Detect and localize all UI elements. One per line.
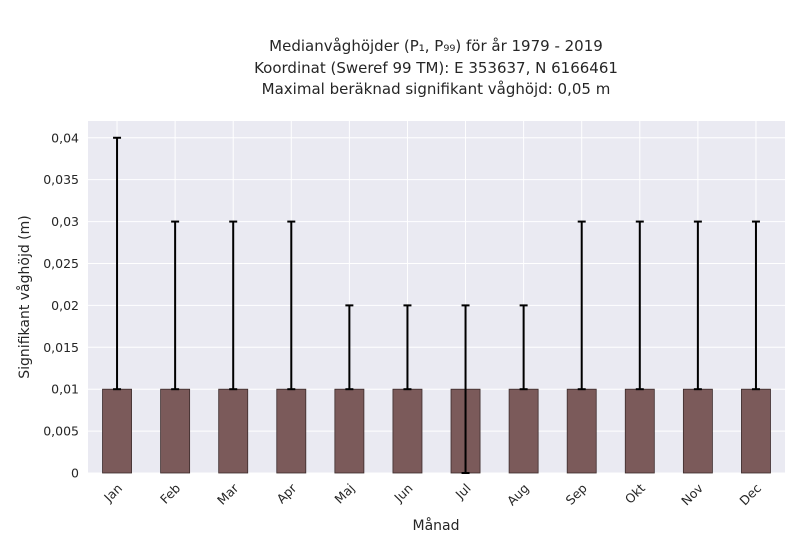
bar-mar [218,388,249,474]
plot-area [88,121,785,473]
bar-jun [392,388,423,474]
x-tick-label-jan: Jan [100,481,125,506]
bar-aug [508,388,539,474]
y-tick-label: 0,01 [51,382,79,397]
bar-feb [160,388,191,474]
y-axis-label: Signifikant våghöjd (m) [16,215,33,378]
x-tick-label-apr: Apr [274,480,301,507]
bar-maj [334,388,365,474]
x-tick-label-maj: Maj [331,481,357,507]
chart-title: Medianvåghöjder (P₁, P₉₉) för år 1979 - … [254,37,618,98]
y-tick-label: 0,025 [43,256,79,271]
y-tick-label: 0,04 [51,130,79,145]
x-tick-label-aug: Aug [504,481,532,509]
x-tick-label-okt: Okt [622,480,648,506]
x-tick-label-feb: Feb [157,480,183,506]
title-line-2: Koordinat (Sweref 99 TM): E 353637, N 61… [254,59,618,77]
x-axis-ticks: Jan Feb Mar Apr Maj Jun Jul Aug Sep Okt Nov Dec [100,480,764,508]
bar-nov [682,388,713,474]
x-tick-label-jun: Jun [390,481,415,506]
x-tick-label-mar: Mar [214,480,242,508]
title-line-3: Maximal beräknad signifikant våghöjd: 0,… [262,80,611,98]
x-axis-label: Månad [413,517,460,534]
bar-okt [624,388,655,474]
x-tick-label-dec: Dec [736,480,764,508]
bars [102,388,771,474]
y-axis-ticks: 0 0,005 0,01 0,015 0,02 0,025 0,03 0,035 0,04 [43,130,79,480]
x-tick-label-sep: Sep [563,480,590,507]
y-tick-label: 0,015 [43,340,79,355]
error-bars [113,136,760,474]
y-tick-label: 0,005 [43,424,79,439]
y-tick-label: 0,02 [51,298,79,313]
title-line-1: Medianvåghöjder (P₁, P₉₉) för år 1979 - … [269,37,603,55]
y-tick-label: 0 [71,466,79,481]
y-tick-label: 0,03 [51,214,79,229]
bar-apr [276,388,307,474]
x-tick-label-jul: Jul [452,481,474,503]
bar-sep [566,388,597,474]
y-tick-label: 0,035 [43,172,79,187]
x-tick-label-nov: Nov [678,480,706,508]
bar-dec [741,388,771,474]
bar-jan [102,388,132,474]
